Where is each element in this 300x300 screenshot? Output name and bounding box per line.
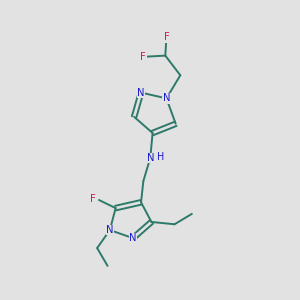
Text: N: N: [137, 88, 145, 98]
Text: F: F: [140, 52, 146, 62]
Text: N: N: [129, 233, 137, 243]
Text: F: F: [164, 32, 169, 42]
Text: F: F: [90, 194, 95, 204]
Text: H: H: [157, 152, 164, 162]
Text: N: N: [163, 93, 170, 103]
Text: N: N: [146, 153, 154, 163]
Text: N: N: [106, 225, 114, 235]
